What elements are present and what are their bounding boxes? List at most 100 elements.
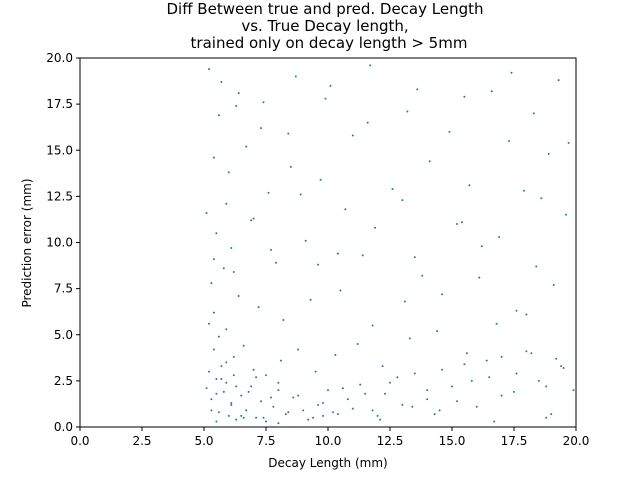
scatter-point	[230, 247, 233, 249]
scatter-point	[232, 271, 235, 273]
scatter-point	[490, 90, 493, 93]
scatter-point	[314, 370, 317, 373]
scatter-point	[294, 75, 297, 78]
y-axis-label: Prediction error (mm)	[20, 178, 34, 307]
scatter-point	[270, 396, 272, 399]
x-axis-label: Decay Length (mm)	[268, 456, 387, 470]
x-tick-label: 17.5	[501, 434, 528, 448]
scatter-point	[250, 385, 253, 388]
scatter-point	[277, 389, 280, 392]
x-tick-label: 10.0	[315, 434, 342, 448]
plot-background	[80, 58, 576, 427]
scatter-point	[401, 199, 404, 202]
x-tick-label: 15.0	[439, 434, 466, 448]
scatter-point	[508, 140, 510, 142]
scatter-point	[225, 381, 228, 384]
scatter-point	[222, 390, 225, 393]
scatter-point	[361, 254, 364, 257]
scatter-point	[495, 322, 498, 325]
scatter-point	[456, 223, 458, 225]
scatter-point	[351, 134, 354, 137]
scatter-point	[235, 418, 238, 421]
scatter-point	[227, 414, 230, 417]
scatter-point	[302, 409, 305, 412]
scatter-point	[384, 392, 386, 395]
scatter-point	[255, 376, 258, 379]
scatter-point	[552, 283, 555, 286]
scatter-point	[468, 184, 471, 187]
scatter-point	[225, 361, 228, 364]
scatter-point	[567, 141, 570, 144]
scatter-point	[208, 322, 210, 325]
scatter-point	[282, 319, 285, 321]
scatter-point	[225, 328, 228, 331]
scatter-point	[515, 309, 518, 312]
scatter-point	[413, 256, 416, 259]
y-axis-ticks: 0.0 2.5 5.0 7.5 10.0 12.5 15.0 17.5 20.0	[46, 51, 80, 434]
scatter-point	[416, 88, 419, 91]
scatter-point	[235, 385, 238, 388]
scatter-point	[525, 313, 528, 316]
scatter-point	[359, 383, 362, 386]
scatter-point	[438, 409, 441, 412]
scatter-point	[287, 411, 290, 414]
scatter-point	[277, 381, 280, 384]
scatter-point	[500, 394, 503, 397]
scatter-point	[265, 420, 267, 423]
scatter-point	[540, 197, 543, 200]
scatter-point	[217, 335, 220, 338]
scatter-point	[545, 385, 548, 388]
scatter-point	[260, 400, 262, 403]
scatter-point	[272, 405, 275, 408]
scatter-point	[441, 293, 444, 296]
scatter-point	[215, 392, 218, 395]
scatter-point	[225, 202, 228, 205]
scatter-point	[336, 413, 339, 416]
scatter-point	[242, 344, 245, 347]
scatter-point	[262, 416, 265, 419]
scatter-point	[232, 374, 235, 377]
scatter-point	[371, 324, 374, 327]
scatter-point	[460, 221, 463, 224]
scatter-point	[307, 418, 310, 421]
scatter-point	[379, 418, 382, 421]
scatter-point	[530, 352, 533, 355]
scatter-point	[403, 300, 406, 303]
scatter-point	[413, 372, 416, 375]
scatter-point	[351, 407, 354, 410]
scatter-point	[465, 352, 468, 355]
scatter-point	[240, 394, 243, 397]
y-tick-label: 10.0	[46, 236, 73, 250]
scatter-point	[227, 171, 230, 174]
scatter-point	[322, 402, 324, 404]
scatter-point	[317, 263, 320, 266]
scatter-point	[498, 236, 501, 238]
scatter-point	[252, 217, 255, 220]
scatter-point	[550, 413, 553, 416]
scatter-point	[297, 348, 300, 351]
scatter-point	[441, 368, 444, 371]
scatter-point	[319, 178, 322, 181]
scatter-point	[389, 381, 391, 384]
scatter-point	[217, 411, 220, 414]
scatter-point	[510, 71, 513, 74]
scatter-point	[299, 193, 302, 196]
scatter-points	[205, 64, 575, 425]
scatter-point	[215, 378, 218, 380]
scatter-point	[262, 101, 265, 104]
scatter-point	[364, 392, 367, 395]
plot-frame	[79, 57, 577, 428]
scatter-point	[220, 81, 223, 83]
scatter-point	[572, 389, 575, 392]
scatter-point	[336, 252, 339, 255]
x-tick-label: 0.0	[70, 434, 89, 448]
x-tick-label: 2.5	[132, 434, 151, 448]
y-tick-label: 5.0	[54, 328, 73, 342]
y-tick-label: 15.0	[46, 143, 73, 157]
scatter-point	[312, 416, 315, 419]
scatter-point	[215, 420, 218, 423]
scatter-point	[356, 343, 359, 345]
scatter-point	[260, 127, 262, 130]
scatter-point	[322, 414, 324, 417]
